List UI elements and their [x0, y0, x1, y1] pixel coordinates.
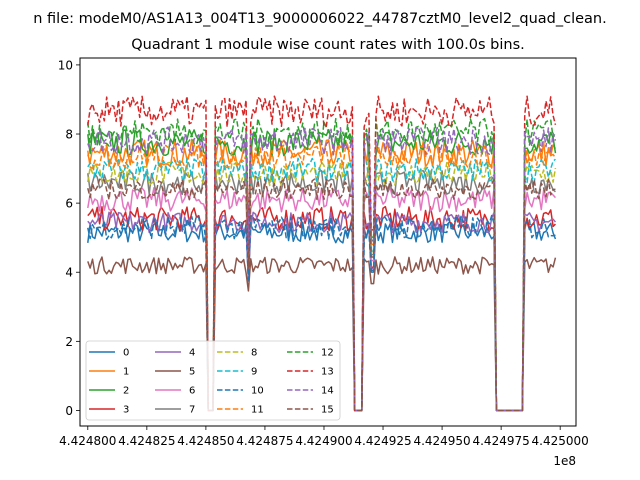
x-axis: 4.424800 4.424825 4.424850 4.424875 4.424900… [59, 426, 589, 448]
x-tick-label: 4.424825 [118, 434, 175, 448]
series-5-line [87, 256, 557, 412]
chart-title: Quadrant 1 module wise count rates with … [131, 37, 525, 53]
chart-suptitle: n file: modeM0/AS1A13_004T13_9000006022_… [33, 11, 607, 27]
x-tick-label: 4.425000 [532, 434, 589, 448]
x-tick-label: 4.424900 [295, 434, 352, 448]
x-tick-label: 4.424875 [236, 434, 293, 448]
legend-box [85, 340, 341, 421]
series-4-line [87, 211, 557, 412]
series-10-line [87, 214, 556, 412]
x-tick-label: 4.424950 [413, 434, 470, 448]
legend-label-15: 15 [321, 405, 334, 416]
legend-label-14: 14 [321, 386, 334, 397]
legend-label-11: 11 [251, 405, 264, 416]
legend-label-2: 2 [123, 386, 129, 397]
legend-label-8: 8 [251, 348, 257, 359]
y-tick-label: 0 [65, 404, 73, 418]
series-9-line [87, 157, 556, 412]
x-tick-label: 4.424925 [354, 434, 411, 448]
plot-frame [79, 57, 577, 427]
legend-label-4: 4 [189, 348, 195, 359]
legend-label-13: 13 [321, 367, 334, 378]
series-15-line [87, 178, 556, 412]
legend-label-5: 5 [189, 367, 195, 378]
y-tick-label: 6 [65, 197, 73, 211]
x-tick-label: 4.424975 [472, 434, 529, 448]
y-tick-label: 4 [65, 266, 73, 280]
series-layer [87, 95, 557, 412]
legend-label-7: 7 [189, 405, 195, 416]
legend-label-3: 3 [123, 405, 129, 416]
y-tick-label: 8 [65, 128, 73, 142]
series-2-line [87, 128, 557, 412]
y-tick-label: 10 [58, 58, 73, 72]
series-3-line [87, 205, 556, 412]
series-0-line [87, 221, 557, 412]
legend-label-6: 6 [189, 386, 195, 397]
y-tick-label: 2 [65, 335, 73, 349]
legend-label-10: 10 [251, 386, 264, 397]
series-14-line [87, 126, 557, 412]
x-offset-label: 1e8 [553, 454, 576, 468]
series-11-line [87, 143, 557, 412]
series-13-line [87, 95, 557, 412]
legend-label-0: 0 [123, 348, 129, 359]
y-axis: 0 2 4 6 8 10 [58, 58, 80, 418]
x-tick-label: 4.424800 [59, 434, 116, 448]
legend-label-1: 1 [123, 367, 129, 378]
legend-label-12: 12 [321, 348, 334, 359]
x-tick-label: 4.424850 [177, 434, 234, 448]
legend-label-9: 9 [251, 367, 257, 378]
